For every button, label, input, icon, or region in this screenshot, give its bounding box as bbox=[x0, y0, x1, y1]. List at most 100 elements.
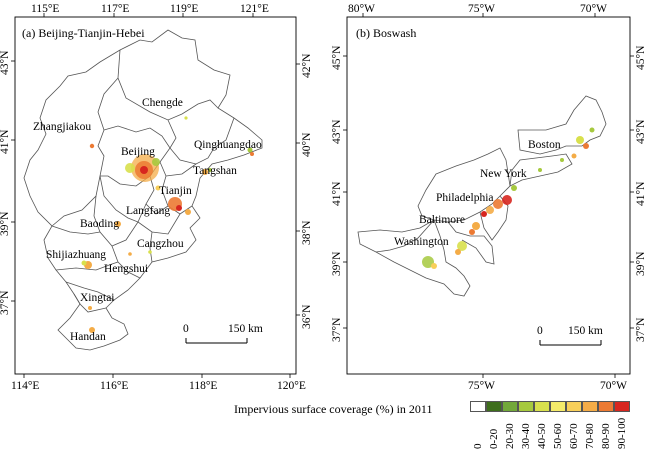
baoding-boundary bbox=[93, 175, 147, 247]
maryland-de bbox=[447, 221, 495, 265]
bth-outline bbox=[23, 29, 263, 351]
panel-b-top-lon-2: 75°W bbox=[468, 3, 495, 15]
city-washington: Washington bbox=[394, 236, 449, 248]
city-tianjin: Tianjin bbox=[159, 185, 192, 197]
boswash-urban-patches bbox=[422, 127, 595, 269]
panel-a-scale-label: 150 km bbox=[228, 323, 263, 335]
city-langfang: Langfang bbox=[126, 205, 171, 217]
panel-b-top-lon-3: 70°W bbox=[580, 3, 607, 15]
legend-label: 60-70 bbox=[568, 423, 580, 449]
city-tangshan: Tangshan bbox=[193, 165, 237, 177]
legend-swatch bbox=[486, 401, 502, 412]
legend-label: 90-100 bbox=[616, 417, 628, 449]
handan-boundary bbox=[73, 293, 107, 313]
cangzhou-boundary bbox=[137, 213, 181, 263]
city-handan: Handan bbox=[70, 331, 106, 343]
legend-label: 30-40 bbox=[520, 423, 532, 449]
shijiazhuang-boundary bbox=[51, 225, 119, 271]
new-york-pa bbox=[417, 147, 511, 223]
bth-boundaries bbox=[23, 29, 263, 351]
panel-b-right-lat-4: 39°N bbox=[635, 251, 647, 276]
tianjin-boundary bbox=[159, 161, 197, 215]
panel-b-left-lat-3: 41°N bbox=[331, 181, 343, 206]
legend-label: 80-90 bbox=[600, 423, 612, 449]
panel-a-bottom-lon-3: 118°E bbox=[189, 380, 218, 392]
city-new-york: New York bbox=[480, 168, 527, 180]
panel-b-left-lat-2: 43°N bbox=[331, 119, 343, 144]
city-chengde: Chengde bbox=[142, 97, 183, 109]
panel-a-top-lon-2: 117°E bbox=[101, 3, 130, 15]
beijing-boundary bbox=[100, 125, 171, 187]
legend-swatch bbox=[550, 401, 566, 412]
panel-b-title: (b) Boswash bbox=[356, 26, 417, 40]
panel-b-left-lat-5: 37°N bbox=[331, 317, 343, 342]
panel-a-scale-bar bbox=[185, 338, 248, 344]
panel-b-right-lat-5: 37°N bbox=[635, 317, 647, 342]
chengde-boundary bbox=[117, 49, 219, 121]
legend-swatch bbox=[582, 401, 598, 412]
city-philadelphia: Philadelphia bbox=[436, 192, 494, 204]
legend-swatch bbox=[502, 401, 518, 412]
panel-a-left-lat-2: 41°N bbox=[0, 129, 11, 154]
city-beijing: Beijing bbox=[121, 146, 155, 158]
panel-b-right-lat-2: 43°N bbox=[635, 119, 647, 144]
panel-b-left-lat-4: 39°N bbox=[331, 251, 343, 276]
city-qinghuangdao: Qinghuangdao bbox=[194, 139, 262, 151]
panel-b-bottom-lon-2: 70°W bbox=[600, 380, 627, 392]
new-jersey bbox=[479, 195, 509, 241]
city-zhangjiakou: Zhangjiakou bbox=[33, 121, 92, 133]
legend-swatch bbox=[598, 401, 614, 412]
legend-label: 70-80 bbox=[584, 423, 596, 449]
panel-b-left-lat-1: 45°N bbox=[331, 45, 343, 70]
panel-b-scale-bar bbox=[539, 340, 602, 346]
panel-b-bottom-lon-1: 75°W bbox=[468, 380, 495, 392]
panel-a-top-lon-4: 121°E bbox=[240, 3, 269, 15]
panel-a-top-lon-1: 115°E bbox=[31, 3, 60, 15]
legend-swatch bbox=[470, 401, 486, 412]
city-xingtai: Xingtai bbox=[80, 292, 115, 304]
city-cangzhou: Cangzhou bbox=[137, 238, 184, 250]
city-hengshui: Hengshui bbox=[104, 263, 149, 275]
city-boston: Boston bbox=[528, 139, 561, 151]
panel-a-bottom-lon-2: 116°E bbox=[100, 380, 129, 392]
city-shijiazhuang: Shijiazhuang bbox=[46, 249, 107, 261]
legend-label: 0-20 bbox=[488, 428, 500, 449]
panel-b-scale-zero: 0 bbox=[537, 325, 543, 337]
legend-title: Impervious surface coverage (%) in 2011 bbox=[234, 402, 433, 416]
new-england bbox=[517, 95, 607, 155]
legend-label: 0 bbox=[472, 443, 484, 449]
panel-a-bottom-lon-4: 120°E bbox=[277, 380, 306, 392]
panel-a-bottom-lon-1: 114°E bbox=[11, 380, 40, 392]
panel-a-right-lat-1: 42°N bbox=[301, 53, 313, 78]
legend-swatch bbox=[534, 401, 550, 412]
panel-a-right-lat-4: 36°N bbox=[301, 304, 313, 329]
virginia bbox=[357, 219, 471, 297]
connecticut-ri bbox=[509, 153, 573, 187]
panel-b-right-lat-1: 45°N bbox=[635, 45, 647, 70]
panel-a-frame bbox=[14, 16, 297, 375]
west-va bbox=[375, 219, 435, 253]
legend-label: 40-50 bbox=[536, 423, 548, 449]
panel-a-left-lat-4: 37°N bbox=[0, 290, 11, 315]
legend-swatch bbox=[614, 401, 630, 412]
hengshui-boundary bbox=[111, 245, 141, 279]
city-baltimore: Baltimore bbox=[419, 214, 465, 226]
panel-b-ticks bbox=[343, 13, 634, 378]
city-baoding: Baoding bbox=[80, 218, 119, 230]
legend-label: 20-30 bbox=[504, 423, 516, 449]
panel-a-scale-zero: 0 bbox=[183, 323, 189, 335]
panel-a-right-lat-3: 38°N bbox=[301, 220, 313, 245]
panel-b-right-lat-3: 41°N bbox=[635, 181, 647, 206]
panel-a-left-lat-1: 43°N bbox=[0, 50, 11, 75]
xingtai-boundary bbox=[65, 281, 115, 301]
panel-a-left-lat-3: 39°N bbox=[0, 211, 11, 236]
zhangjiakou-boundary bbox=[51, 77, 119, 227]
panel-a-top-lon-3: 119°E bbox=[170, 3, 199, 15]
boswash-boundaries bbox=[357, 95, 607, 297]
panel-b-scale-label: 150 km bbox=[568, 325, 603, 337]
legend-swatch bbox=[566, 401, 582, 412]
panel-a-right-lat-2: 40°N bbox=[301, 132, 313, 157]
legend-swatch bbox=[518, 401, 534, 412]
panel-a-title: (a) Beijing-Tianjin-Hebei bbox=[22, 26, 145, 40]
